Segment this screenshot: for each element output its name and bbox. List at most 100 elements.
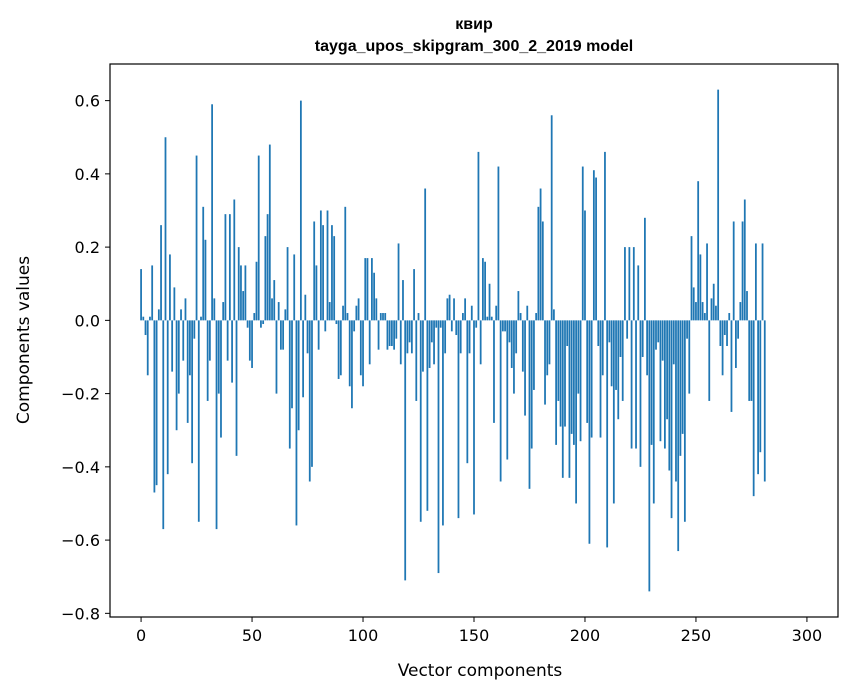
bar-70 bbox=[295, 320, 298, 526]
bar-80 bbox=[317, 320, 320, 350]
bar-46 bbox=[242, 291, 245, 321]
bar-194 bbox=[570, 320, 573, 434]
bar-150 bbox=[473, 320, 475, 515]
bar-101 bbox=[364, 258, 367, 321]
bar-155 bbox=[484, 261, 486, 321]
bar-99 bbox=[359, 320, 362, 376]
bar-178 bbox=[535, 313, 538, 321]
chart-title: квир bbox=[455, 16, 493, 33]
bar-227 bbox=[644, 217, 646, 321]
bar-57 bbox=[266, 214, 269, 321]
bar-124 bbox=[415, 320, 418, 401]
bar-3 bbox=[146, 320, 149, 376]
y-tick-label: −0.4 bbox=[61, 458, 100, 477]
bar-4 bbox=[149, 316, 151, 321]
x-axis-label: Vector components bbox=[398, 661, 563, 681]
bar-169 bbox=[515, 320, 518, 354]
bar-142 bbox=[455, 320, 458, 336]
bar-58 bbox=[268, 144, 271, 321]
bar-228 bbox=[646, 320, 649, 376]
x-axis: 0 50 100 150 200 250 300 bbox=[136, 617, 822, 645]
y-axis-label: Components values bbox=[14, 256, 34, 424]
bar-188 bbox=[557, 320, 560, 401]
bar-210 bbox=[606, 320, 609, 548]
bar-147 bbox=[466, 320, 469, 464]
bar-135 bbox=[439, 320, 442, 328]
bar-45 bbox=[240, 265, 242, 321]
bar-38 bbox=[224, 214, 227, 321]
bar-257 bbox=[710, 298, 713, 321]
bar-230 bbox=[650, 320, 653, 445]
bar-34 bbox=[215, 320, 218, 530]
bar-191 bbox=[564, 320, 566, 427]
bar-270 bbox=[739, 302, 742, 321]
bar-180 bbox=[539, 188, 542, 321]
bar-199 bbox=[581, 166, 584, 321]
bar-133 bbox=[435, 320, 438, 328]
bar-131 bbox=[430, 320, 433, 343]
bar-6 bbox=[153, 320, 156, 493]
y-tick-label: 0.4 bbox=[75, 165, 100, 184]
bar-83 bbox=[324, 320, 327, 332]
bar-175 bbox=[528, 320, 531, 489]
bar-60 bbox=[273, 280, 276, 321]
bar-156 bbox=[486, 316, 489, 321]
bar-31 bbox=[208, 320, 211, 361]
bar-250 bbox=[695, 302, 697, 321]
bar-59 bbox=[271, 298, 273, 321]
bar-19 bbox=[182, 320, 185, 361]
bar-144 bbox=[459, 320, 462, 354]
bar-91 bbox=[342, 305, 344, 321]
bar-9 bbox=[160, 225, 162, 321]
bar-168 bbox=[513, 320, 515, 394]
bar-141 bbox=[453, 298, 455, 321]
bar-160 bbox=[495, 305, 498, 321]
bar-225 bbox=[639, 320, 642, 467]
bar-271 bbox=[741, 221, 744, 321]
y-tick-label: 0.2 bbox=[75, 238, 100, 257]
bar-5 bbox=[151, 265, 154, 321]
y-tick-label: −0.8 bbox=[61, 604, 100, 623]
bar-42 bbox=[233, 199, 236, 321]
y-tick-label: 0.0 bbox=[75, 311, 100, 330]
bar-244 bbox=[681, 320, 684, 434]
bar-170 bbox=[517, 291, 520, 321]
bar-40 bbox=[228, 214, 231, 321]
bar-281 bbox=[763, 320, 766, 482]
bar-108 bbox=[379, 313, 382, 321]
bar-140 bbox=[450, 320, 453, 332]
bar-22 bbox=[189, 320, 191, 376]
bar-258 bbox=[712, 283, 715, 321]
bar-183 bbox=[546, 320, 549, 376]
bar-136 bbox=[442, 320, 444, 526]
bar-171 bbox=[519, 313, 522, 321]
bar-229 bbox=[648, 320, 651, 592]
bar-279 bbox=[759, 320, 762, 453]
bar-266 bbox=[730, 320, 733, 412]
bar-73 bbox=[302, 320, 304, 398]
bar-132 bbox=[433, 320, 435, 365]
bar-207 bbox=[599, 320, 602, 438]
bar-67 bbox=[288, 320, 291, 449]
bar-1 bbox=[142, 316, 145, 321]
bar-36 bbox=[220, 320, 222, 438]
bar-221 bbox=[630, 320, 633, 449]
bar-76 bbox=[308, 320, 311, 482]
bar-276 bbox=[752, 320, 755, 497]
bar-107 bbox=[377, 320, 380, 350]
bar-90 bbox=[339, 320, 342, 376]
bar-204 bbox=[592, 170, 595, 321]
bar-217 bbox=[621, 320, 624, 401]
bar-196 bbox=[575, 320, 577, 504]
bar-12 bbox=[166, 320, 169, 475]
bar-167 bbox=[510, 320, 513, 368]
bar-252 bbox=[699, 254, 702, 321]
bar-177 bbox=[533, 320, 535, 390]
bar-263 bbox=[723, 320, 726, 336]
bar-153 bbox=[479, 320, 482, 365]
bar-128 bbox=[424, 188, 427, 321]
bar-78 bbox=[313, 221, 316, 321]
bar-100 bbox=[362, 320, 364, 387]
bar-154 bbox=[481, 258, 484, 321]
